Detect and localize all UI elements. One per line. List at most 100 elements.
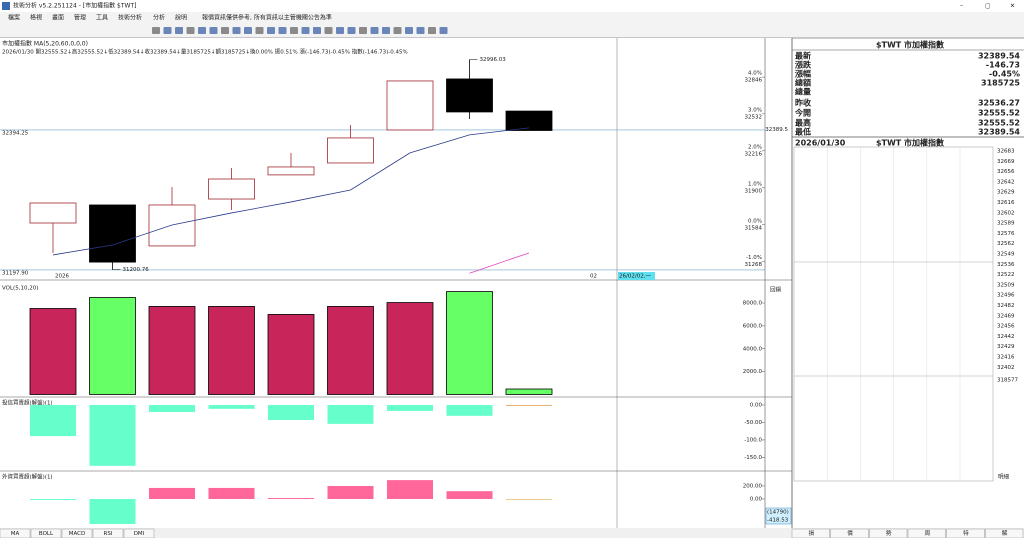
- tab[interactable]: [123, 528, 155, 538]
- tool-button[interactable]: [163, 27, 172, 34]
- tab[interactable]: [946, 528, 985, 538]
- axis-pct: 0.0%: [748, 218, 762, 224]
- axis-pct: 3.0%: [748, 107, 762, 113]
- tab-label[interactable]: 特: [963, 529, 969, 537]
- tool-button[interactable]: [382, 27, 390, 34]
- tool-button[interactable]: [347, 27, 356, 34]
- menu-item[interactable]: 管理: [74, 14, 86, 22]
- ladder-price: 32616: [997, 200, 1015, 206]
- tool-button[interactable]: [255, 27, 264, 34]
- tab[interactable]: [0, 528, 31, 538]
- axis-pct: -1.0%: [746, 255, 762, 261]
- tab-label[interactable]: 損: [809, 529, 815, 537]
- tool-button[interactable]: [209, 27, 218, 34]
- tab-bar: [0, 528, 1024, 538]
- tool-button[interactable]: [232, 27, 241, 34]
- menu-item[interactable]: 工具: [96, 15, 108, 22]
- detail-label[interactable]: 明細: [998, 473, 1010, 481]
- bar: [387, 480, 433, 499]
- tool-button[interactable]: [290, 27, 298, 34]
- tab[interactable]: [92, 528, 124, 538]
- menu-item[interactable]: 格視: [30, 14, 42, 22]
- ladder-price: 32589: [997, 221, 1015, 227]
- tab-label[interactable]: MA: [11, 531, 20, 537]
- quote-date: 2026/01/30: [795, 139, 846, 148]
- ladder-price: 32683: [997, 149, 1015, 155]
- tab-label[interactable]: BOLL: [39, 531, 54, 537]
- tool-button[interactable]: [152, 27, 160, 34]
- tab[interactable]: [791, 528, 830, 538]
- tool-button[interactable]: [405, 27, 413, 34]
- tab-label[interactable]: 周: [925, 530, 931, 537]
- tool-button[interactable]: [221, 27, 229, 34]
- maximize[interactable]: ▢: [985, 3, 991, 10]
- tab[interactable]: [30, 528, 62, 538]
- axis-label: 32532: [745, 114, 763, 120]
- menu-item[interactable]: 技術分析: [118, 14, 142, 22]
- ladder-price: 32442: [997, 334, 1015, 340]
- tool-button[interactable]: [416, 27, 425, 34]
- tab-label[interactable]: 價: [847, 529, 853, 537]
- tool-button[interactable]: [267, 27, 275, 34]
- menu-item[interactable]: 分析: [153, 14, 165, 22]
- tab-label[interactable]: DMI: [134, 531, 145, 537]
- bar: [89, 498, 136, 525]
- tab[interactable]: [61, 528, 93, 538]
- candle-body: [89, 204, 136, 263]
- ladder-price: 32602: [997, 210, 1015, 216]
- tool-button[interactable]: [336, 27, 344, 34]
- ref-label: 32394.25: [2, 130, 29, 136]
- bar: [327, 306, 374, 395]
- menu-item[interactable]: 檔案: [8, 14, 20, 22]
- tab-label[interactable]: RSI: [104, 531, 113, 537]
- ladder-price: 32469: [997, 313, 1015, 319]
- tool-button[interactable]: [186, 27, 195, 34]
- tool-button[interactable]: [393, 27, 402, 34]
- x-label: 02: [590, 274, 597, 280]
- ladder-price: 32629: [997, 190, 1015, 196]
- tab-label[interactable]: 解: [1002, 529, 1008, 537]
- tool-button[interactable]: [278, 27, 287, 34]
- tab[interactable]: [830, 528, 869, 538]
- tab[interactable]: [869, 528, 908, 538]
- close[interactable]: ✕: [1010, 3, 1015, 10]
- tool-button[interactable]: [313, 27, 321, 34]
- cursor-box: [618, 272, 655, 280]
- corner-label: 回鍋: [770, 286, 782, 294]
- bar: [30, 498, 76, 500]
- tab-label[interactable]: MACD: [69, 531, 86, 537]
- tool-button[interactable]: [428, 27, 436, 34]
- quote-label: 最低: [795, 127, 811, 137]
- ladder-price: 32562: [997, 241, 1015, 247]
- tool-button[interactable]: [198, 27, 206, 34]
- axis-pct: 1.0%: [748, 181, 762, 187]
- ma5-line: [52, 127, 530, 256]
- bar: [506, 498, 552, 500]
- quote-label: 漲幅: [795, 69, 811, 79]
- tool-button[interactable]: [244, 27, 252, 34]
- candle-body: [148, 204, 196, 247]
- tab[interactable]: [907, 528, 946, 538]
- high-label: 32996.03: [480, 57, 507, 63]
- ladder-price: 32496: [997, 293, 1015, 299]
- tab[interactable]: [985, 528, 1024, 538]
- bar: [89, 404, 136, 466]
- ladder-price: 32429: [997, 344, 1015, 350]
- menu-item[interactable]: 說明: [175, 14, 187, 22]
- bar: [268, 498, 314, 499]
- menu-item[interactable]: 畫面: [52, 14, 64, 22]
- tool-button[interactable]: [301, 27, 310, 34]
- legend: 投信買賣超(解盤)(1): [2, 399, 53, 407]
- tab-label[interactable]: 勢: [886, 529, 892, 537]
- minimize[interactable]: –: [960, 3, 963, 10]
- tool-button[interactable]: [370, 27, 379, 34]
- extra-label: -418.53: [767, 518, 789, 524]
- axis-label: 32216: [745, 151, 763, 157]
- tool-button[interactable]: [324, 27, 333, 34]
- bar: [446, 491, 493, 499]
- tool-button[interactable]: [359, 27, 367, 34]
- tool-button[interactable]: [175, 27, 183, 34]
- last-price: 32389.5: [765, 127, 788, 133]
- tool-button[interactable]: [439, 27, 448, 34]
